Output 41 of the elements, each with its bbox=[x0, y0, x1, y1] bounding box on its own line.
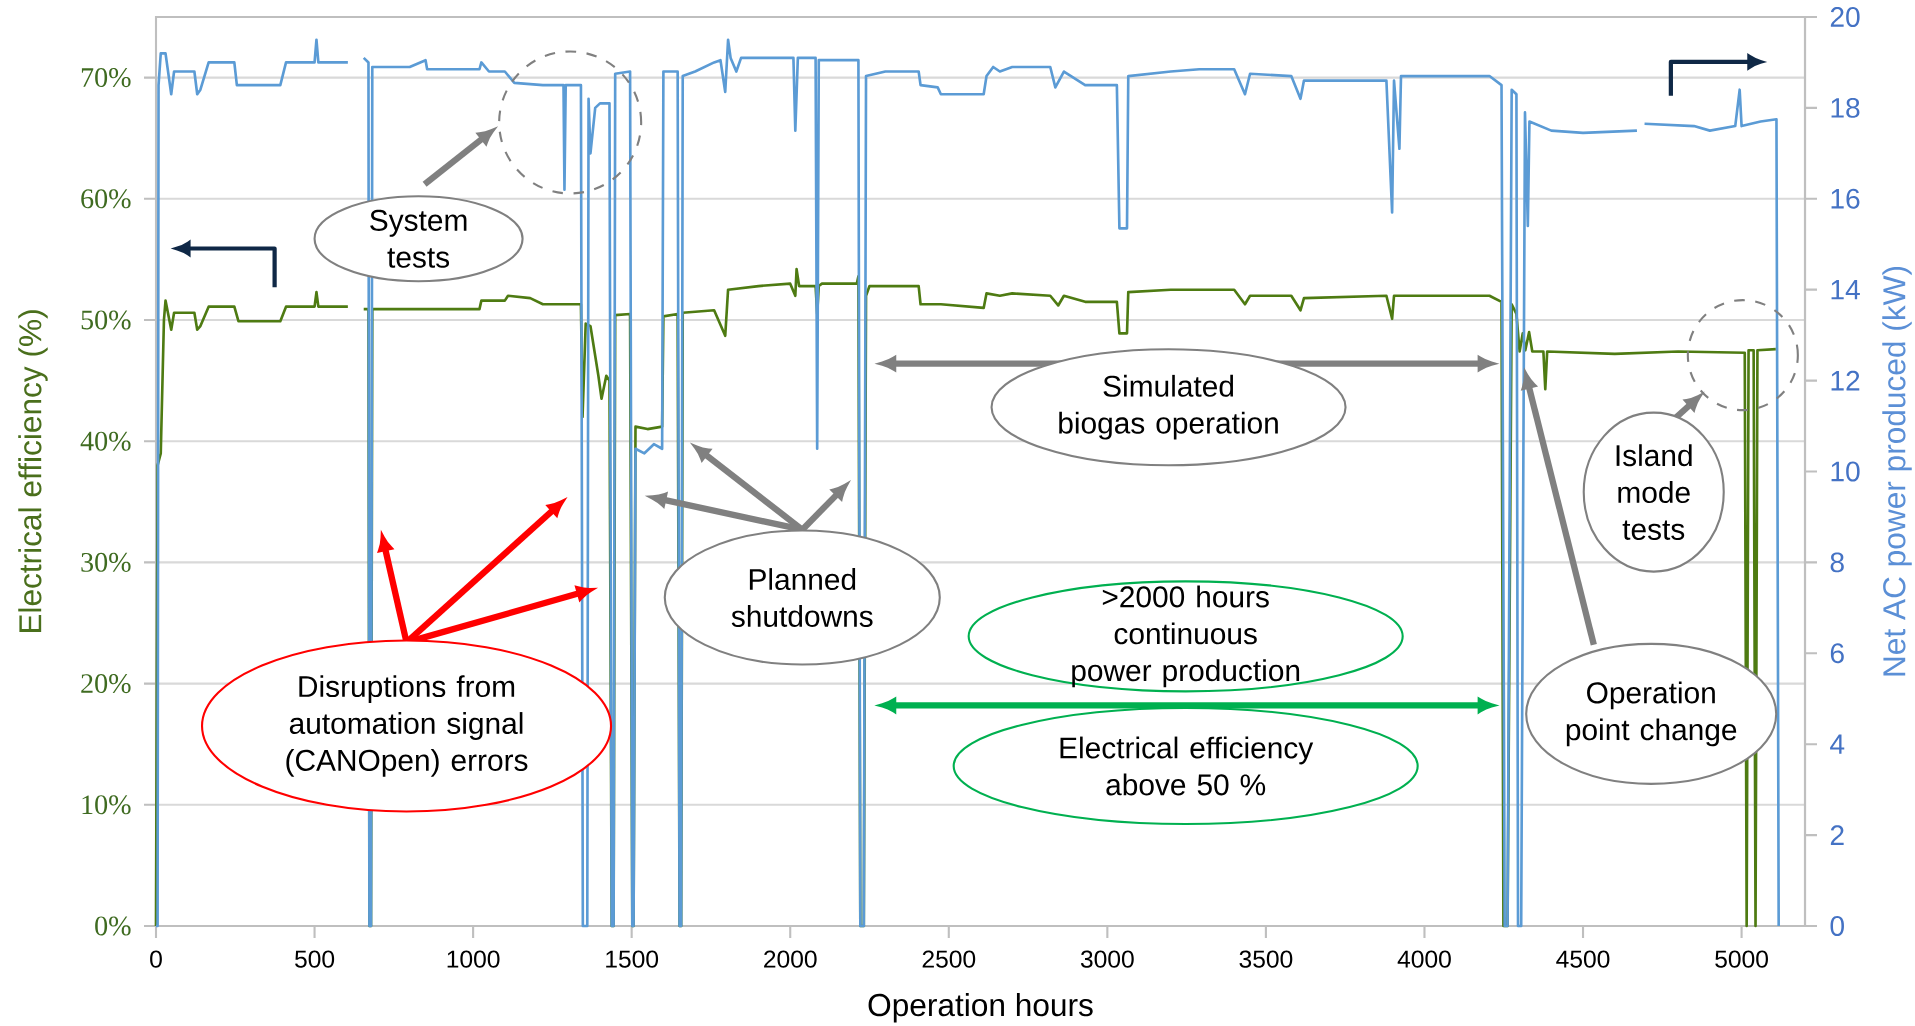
annotation: Simulated biogas operation bbox=[1059, 374, 1278, 440]
x-tick-label: 1500 bbox=[606, 950, 659, 968]
x-tick-label: 1000 bbox=[447, 950, 500, 968]
annotation: Operation point change bbox=[1566, 681, 1737, 747]
x-tick-label: 500 bbox=[295, 950, 335, 968]
y-axis-title: Electrical efficiency (%) bbox=[18, 310, 48, 633]
y2-tick-label: 12 bbox=[1831, 370, 1860, 391]
y-tick-label: 40% bbox=[80, 431, 131, 451]
y2-tick-label: 4 bbox=[1830, 734, 1845, 754]
annotation: Disruptions from automation signal (CANOpen) errors bbox=[286, 675, 528, 777]
x-tick-label: 4000 bbox=[1397, 950, 1451, 968]
x-tick-label: 0 bbox=[150, 950, 162, 968]
y-tick-label: 0% bbox=[95, 916, 131, 936]
y2-axis-title: Net AC power produced (kW) bbox=[1882, 266, 1912, 676]
x-tick-label: 4500 bbox=[1556, 950, 1610, 968]
y2-tick-label: 16 bbox=[1831, 188, 1860, 209]
x-tick-label: 2000 bbox=[764, 950, 817, 968]
y-tick-label: 70% bbox=[81, 68, 131, 88]
y2-tick-label: 18 bbox=[1831, 97, 1860, 118]
x-tick-label: 2500 bbox=[922, 950, 976, 968]
annotation: >2000 hours continuous power production bbox=[1072, 585, 1300, 688]
y2-tick-label: 10 bbox=[1831, 461, 1860, 482]
annotation: Planned shutdowns bbox=[731, 568, 873, 627]
y2-tick-label: 14 bbox=[1831, 280, 1860, 300]
y-tick-label: 30% bbox=[81, 552, 131, 572]
annotation: Electrical efficiency above 50 % bbox=[1060, 736, 1314, 796]
y2-tick-label: 2 bbox=[1830, 825, 1844, 845]
y2-tick-label: 8 bbox=[1830, 552, 1844, 573]
y-tick-label: 10% bbox=[82, 795, 131, 815]
y2-tick-label: 0 bbox=[1830, 916, 1844, 936]
y-tick-label: 60% bbox=[81, 189, 131, 209]
x-tick-label: 3500 bbox=[1239, 950, 1293, 968]
y2-tick-label: 20 bbox=[1830, 7, 1860, 27]
annotation: Island mode tests bbox=[1616, 444, 1692, 540]
y-tick-label: 50% bbox=[81, 310, 131, 330]
x-tick-label: 3000 bbox=[1080, 950, 1134, 968]
annotation: System tests bbox=[370, 209, 467, 268]
y-tick-label: 20% bbox=[81, 674, 131, 694]
y2-tick-label: 6 bbox=[1830, 643, 1844, 664]
x-tick-label: 5000 bbox=[1715, 950, 1768, 968]
x-axis-title: Operation hours bbox=[868, 993, 1093, 1023]
